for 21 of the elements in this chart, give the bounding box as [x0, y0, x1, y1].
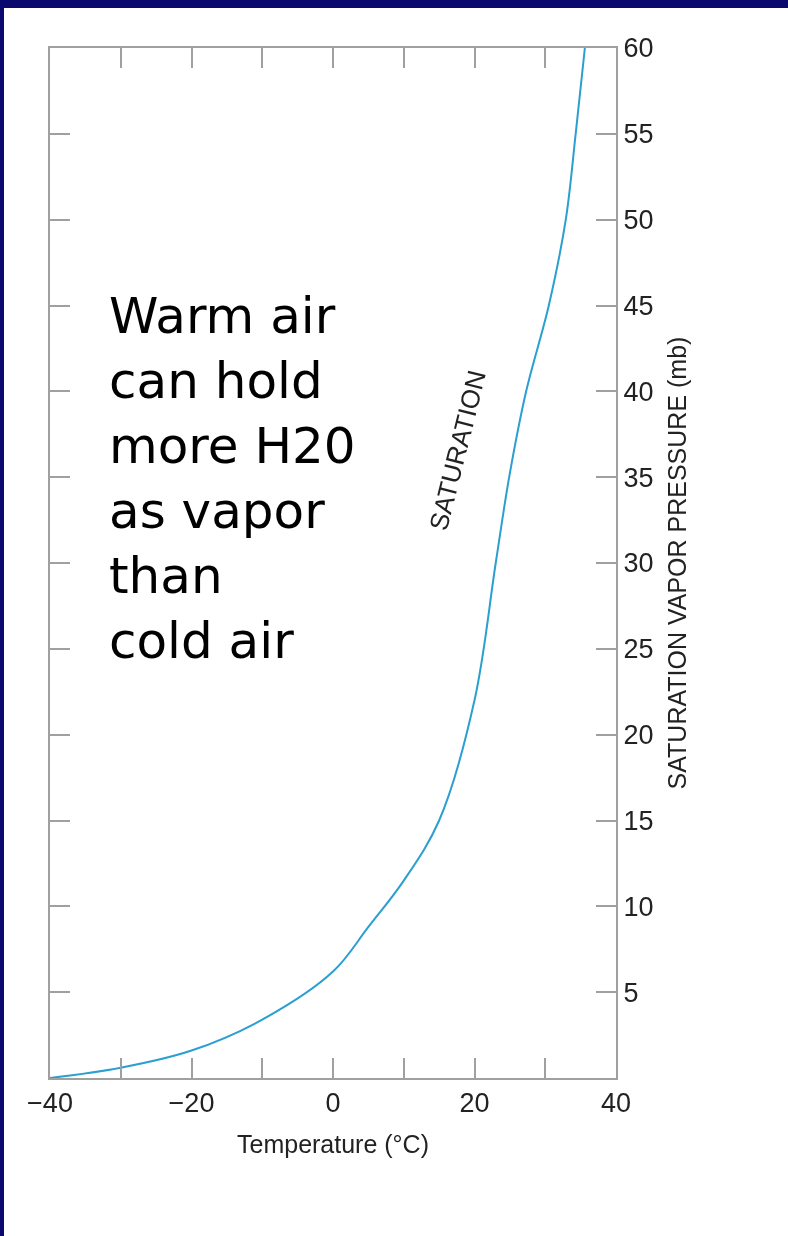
x-tick-label: −20	[168, 1088, 215, 1119]
annotation: Warm air can hold more H20 as vapor than cold air	[109, 287, 356, 670]
y-tick-label: 10	[623, 891, 654, 922]
y-tick-label: 15	[623, 805, 654, 836]
x-tick-label: −40	[27, 1088, 73, 1119]
line-series	[50, 48, 586, 1078]
y-tick-label: 20	[623, 720, 654, 751]
y-tick-label: 40	[623, 376, 654, 407]
y-tick-label: 35	[623, 462, 654, 493]
x-tick-label: 20	[459, 1088, 490, 1119]
x-tick-label: 40	[600, 1088, 632, 1119]
x-axis-title: Temperature (°C)	[237, 1129, 429, 1158]
y-axis-title: SATURATION VAPOR PRESSURE (mb)	[662, 336, 691, 790]
y-tick-label: 5	[623, 977, 639, 1008]
y-tick-label: 30	[623, 548, 654, 579]
y-tick-label: 60	[623, 33, 654, 64]
y-tick-label: 25	[623, 634, 654, 665]
y-tick-label: 45	[623, 290, 654, 321]
y-tick-label: 55	[623, 119, 654, 150]
x-tick-label: 0	[325, 1088, 341, 1119]
y-tick-label: 50	[623, 205, 654, 236]
